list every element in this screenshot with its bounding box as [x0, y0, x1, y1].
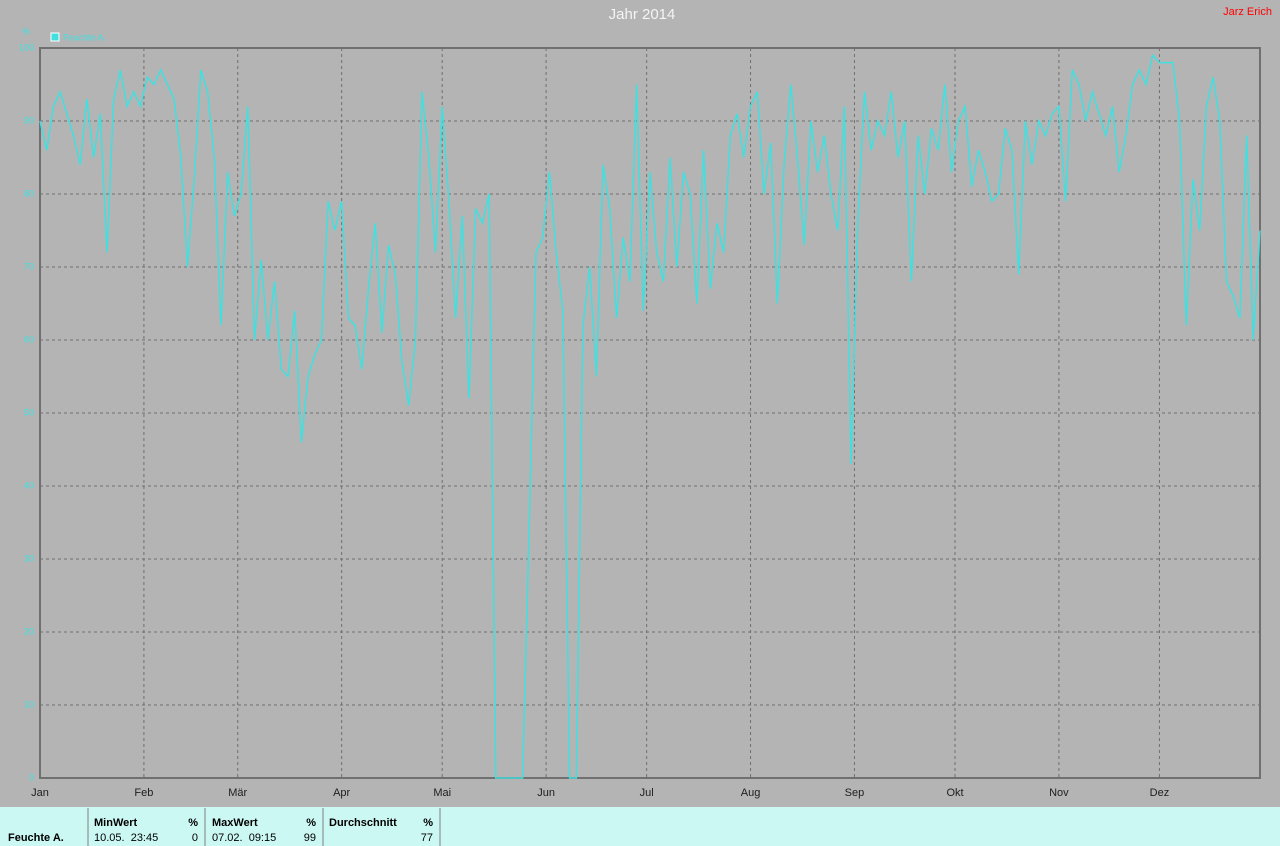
summary-panel	[0, 807, 1280, 846]
legend-label: Feuchte A.	[63, 32, 106, 42]
chart-title: Jahr 2014	[609, 6, 676, 23]
x-tick-label: Mär	[228, 787, 247, 799]
x-tick-label: Jan	[31, 787, 49, 799]
summary-header: MaxWert	[212, 817, 258, 829]
x-tick-label: Feb	[134, 787, 153, 799]
legend-swatch	[50, 32, 60, 42]
x-tick-label: Okt	[946, 787, 963, 799]
y-tick-label: 80	[24, 188, 34, 198]
summary-unit: %	[423, 817, 433, 829]
y-tick-label: 50	[24, 407, 34, 417]
x-tick-label: Apr	[333, 787, 350, 799]
y-tick-label: 30	[24, 553, 34, 563]
y-tick-label: 100	[19, 42, 34, 52]
y-tick-label: 10	[24, 699, 34, 709]
summary-value: 0	[192, 832, 198, 844]
summary-row-label: Feuchte A.	[8, 832, 64, 844]
y-tick-label: 90	[24, 115, 34, 125]
y-tick-label: 20	[24, 626, 34, 636]
y-tick-label: 40	[24, 480, 34, 490]
summary-time: 07.02. 09:15	[212, 832, 276, 844]
x-tick-label: Jun	[537, 787, 555, 799]
summary-unit: %	[306, 817, 316, 829]
y-tick-label: 60	[24, 334, 34, 344]
y-tick-label: 70	[24, 261, 34, 271]
summary-unit: %	[188, 817, 198, 829]
summary-value: 77	[421, 832, 433, 844]
summary-time: 10.05. 23:45	[94, 832, 158, 844]
x-tick-label: Aug	[741, 787, 761, 799]
summary-value: 99	[304, 832, 316, 844]
x-tick-label: Sep	[845, 787, 865, 799]
x-tick-label: Mai	[433, 787, 451, 799]
x-tick-label: Jul	[640, 787, 654, 799]
data-line	[39, 53, 1261, 779]
y-axis-label: %	[22, 26, 30, 36]
x-tick-label: Nov	[1049, 787, 1069, 799]
x-tick-label: Dez	[1150, 787, 1170, 799]
author: Jarz Erich	[1223, 6, 1272, 18]
summary-header: MinWert	[94, 817, 138, 829]
y-tick-label: 0	[29, 772, 34, 782]
summary-header: Durchschnitt	[329, 817, 397, 829]
